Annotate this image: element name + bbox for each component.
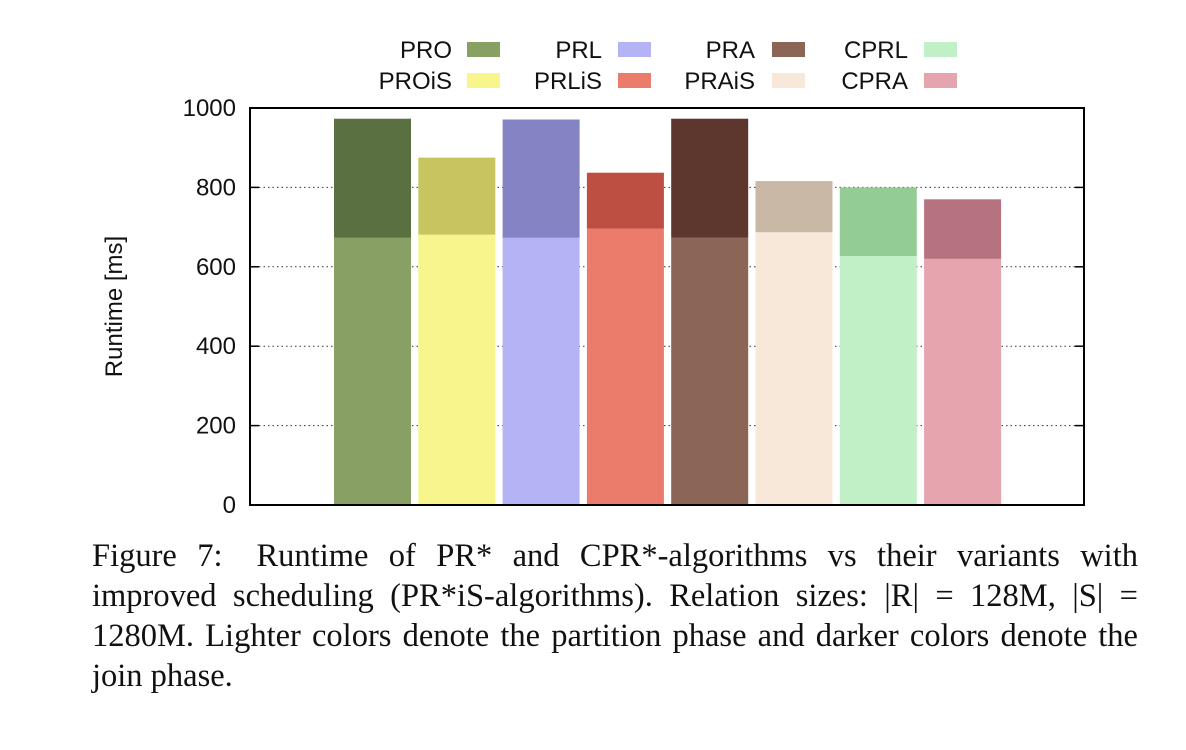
- ytick-label-400: 400: [196, 333, 236, 360]
- legend-swatch-PROiS: [467, 73, 500, 88]
- legend-swatch-PRLiS: [618, 73, 651, 88]
- y-axis-label: Runtime [ms]: [101, 236, 128, 377]
- legend-swatch-PRO: [467, 42, 500, 57]
- legend-swatch-PRAiS: [772, 73, 805, 88]
- ytick-label-200: 200: [196, 413, 236, 440]
- legend-swatch-CPRL: [924, 42, 957, 57]
- ytick-label-800: 800: [196, 174, 236, 201]
- caption-text: Runtime of PR* and CPR*-algorithms vs th…: [92, 538, 1138, 694]
- bar-PRA-join: [671, 118, 749, 238]
- bar-PRAiS-partition: [755, 232, 833, 506]
- ytick-label-1000: 1000: [183, 95, 236, 122]
- bar-PRLiS-join: [586, 172, 664, 229]
- legend-label-CPRL: CPRL: [844, 37, 908, 64]
- bar-PRL-partition: [502, 237, 580, 505]
- ytick-label-600: 600: [196, 254, 236, 281]
- ytick-label-0: 0: [223, 492, 236, 519]
- bar-PROiS-join: [418, 157, 496, 235]
- bar-PRL-join: [502, 119, 580, 238]
- legend-swatch-CPRA: [924, 73, 957, 88]
- legend-swatch-PRA: [772, 42, 805, 57]
- bar-CPRL-join: [839, 187, 917, 257]
- legend-label-CPRA: CPRA: [841, 68, 908, 95]
- bar-CPRA-join: [924, 199, 1002, 259]
- figure-caption: Figure 7: Runtime of PR* and CPR*-algorit…: [92, 536, 1138, 696]
- legend-swatch-PRL: [618, 42, 651, 57]
- bar-CPRA-partition: [924, 258, 1002, 505]
- figure-label: Figure 7:: [92, 538, 223, 574]
- bar-PRO-join: [334, 118, 411, 238]
- bar-PRA-partition: [671, 237, 749, 505]
- bar-PRLiS-partition: [586, 228, 664, 506]
- bar-PRO-partition: [334, 237, 411, 505]
- legend-label-PRO: PRO: [400, 37, 452, 64]
- legend-label-PRLiS: PRLiS: [534, 68, 602, 95]
- bar-PROiS-partition: [418, 234, 496, 505]
- legend-label-PRL: PRL: [555, 37, 602, 64]
- legend-label-PROiS: PROiS: [379, 68, 452, 95]
- bar-PRAiS-join: [755, 181, 833, 233]
- runtime-bar-chart: 0 200 400 600 800 1000 Runtime [ms] PRO PRL PRA CP…: [101, 37, 1085, 519]
- legend-label-PRAiS: PRAiS: [684, 68, 755, 95]
- bar-CPRL-partition: [839, 256, 917, 505]
- plot-frame: [249, 107, 1085, 506]
- legend-label-PRA: PRA: [706, 37, 755, 64]
